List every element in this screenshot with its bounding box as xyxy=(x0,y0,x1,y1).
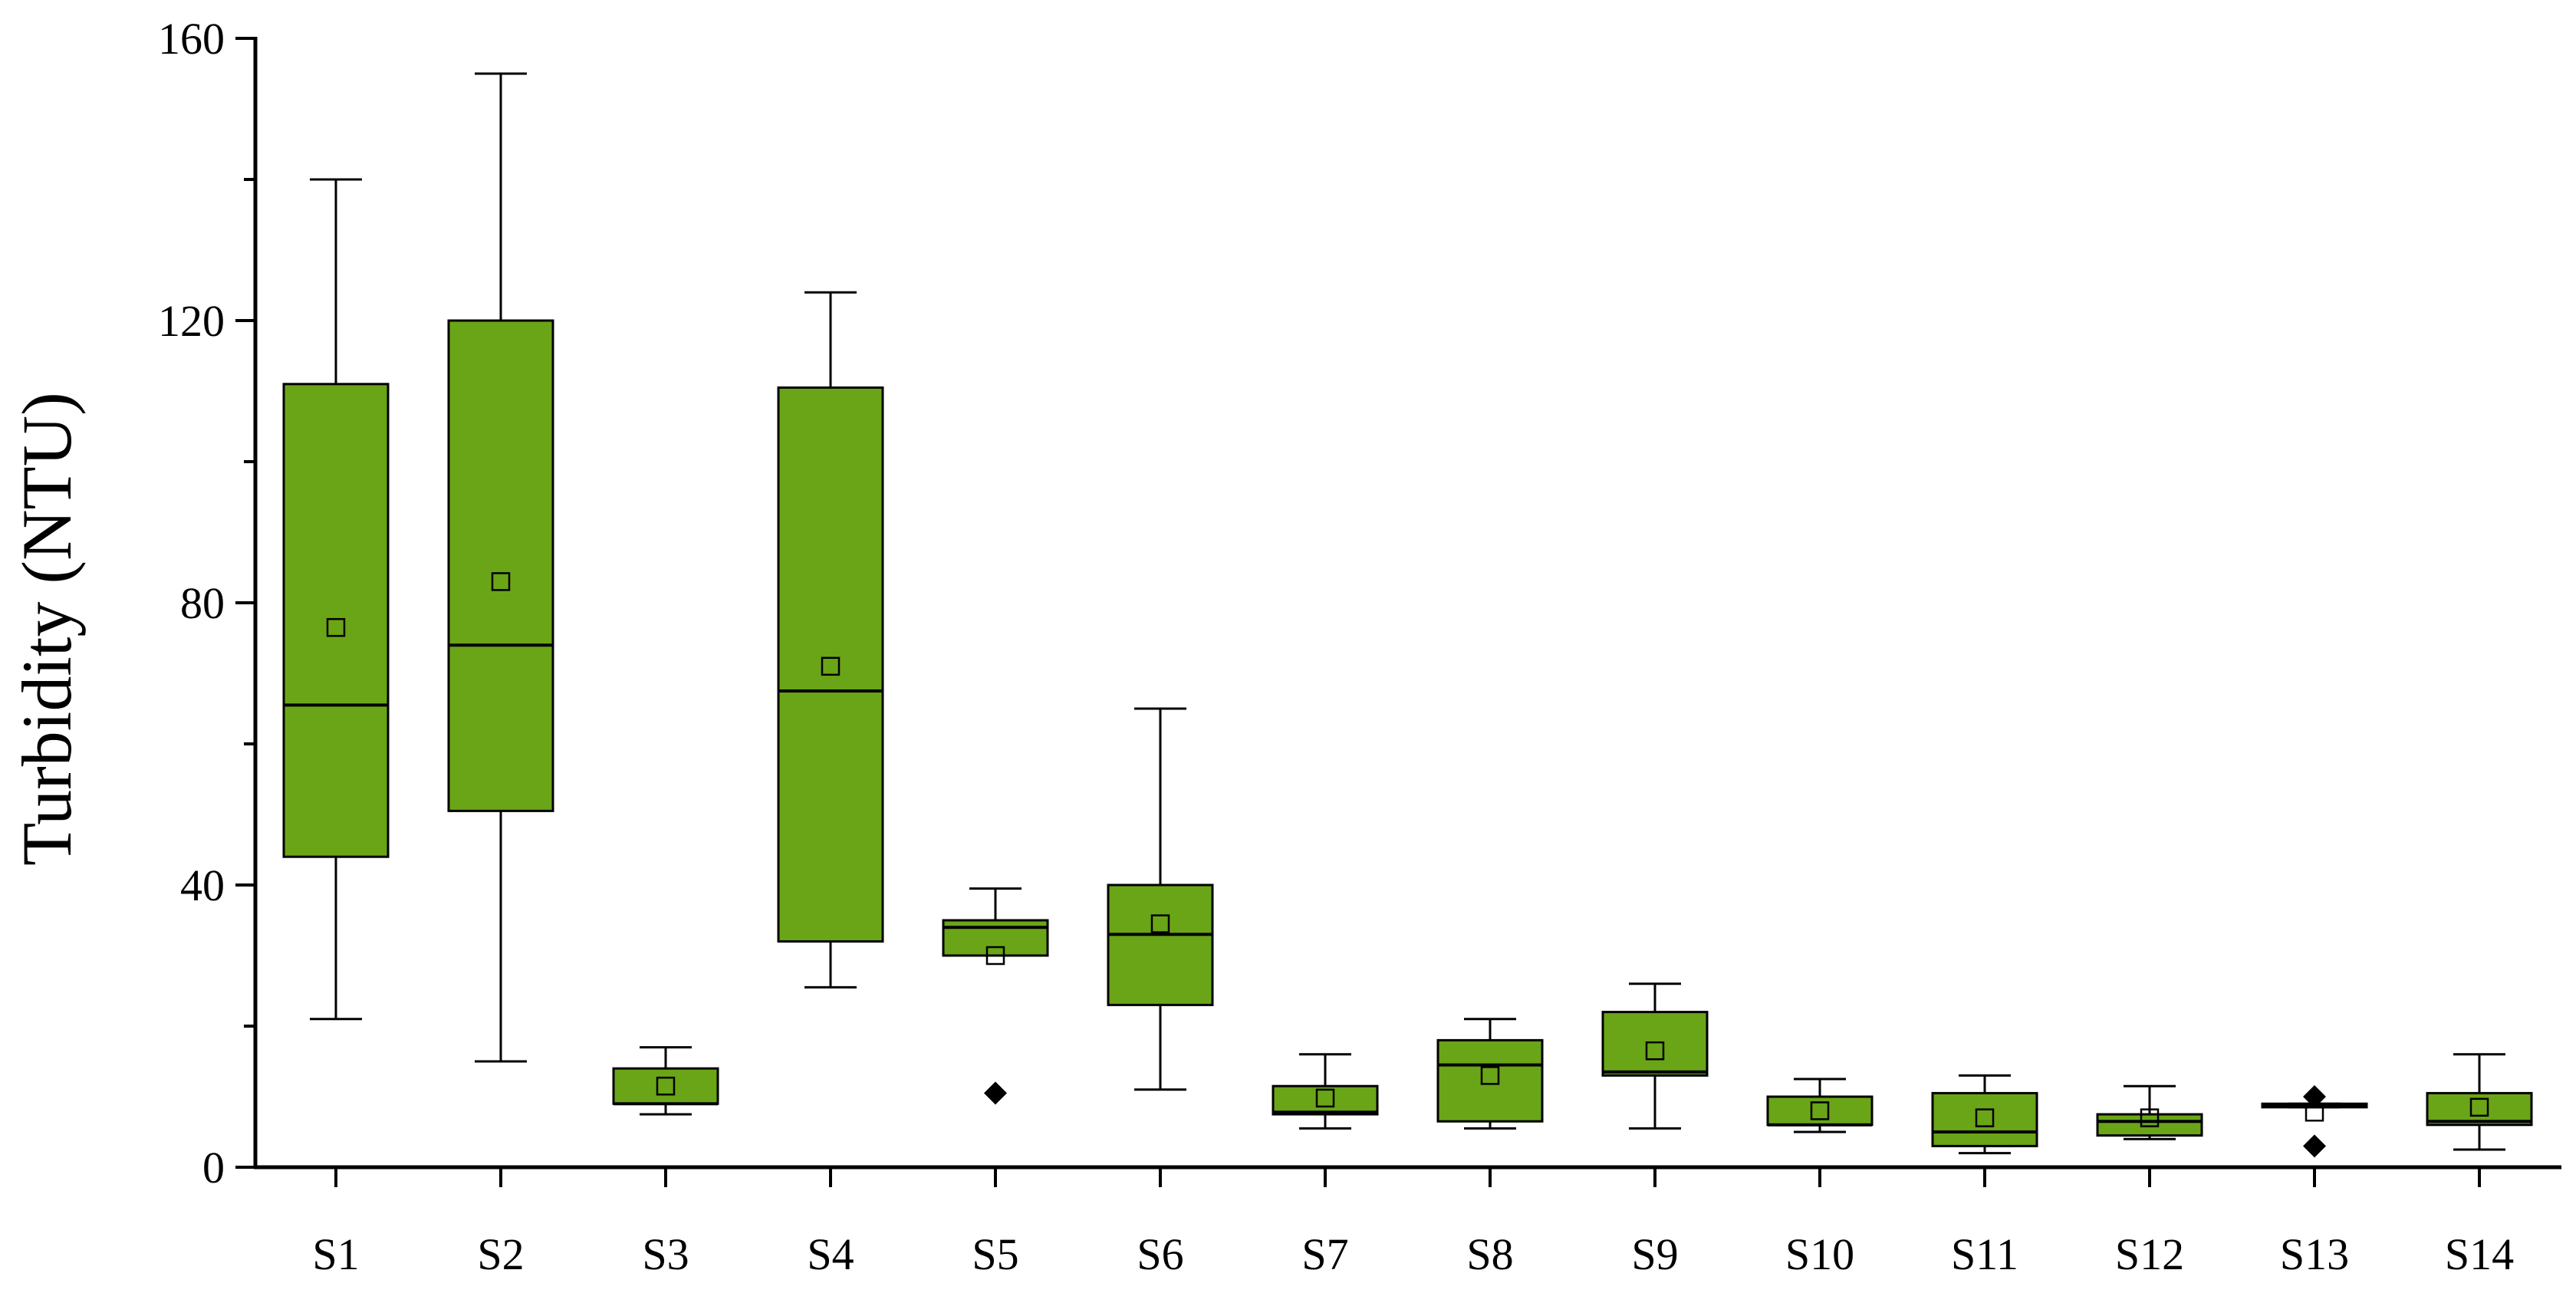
iqr-box xyxy=(1601,1011,1709,1077)
x-tick-label: S7 xyxy=(1301,1229,1348,1279)
mean-marker xyxy=(1315,1088,1335,1108)
x-tick-label: S2 xyxy=(477,1229,524,1279)
box-S9 xyxy=(1601,982,1709,1130)
x-tick-label: S5 xyxy=(972,1229,1018,1279)
mean-marker xyxy=(656,1076,676,1096)
x-tick-label: S9 xyxy=(1631,1229,1678,1279)
y-axis-title: Turbidity (NTU) xyxy=(8,392,86,866)
box-S6 xyxy=(1107,707,1214,1091)
iqr-box xyxy=(1107,883,1214,1006)
x-tick-label: S4 xyxy=(807,1229,854,1279)
box-S5 xyxy=(942,887,1049,1105)
y-tick-label: 40 xyxy=(180,860,225,910)
x-tick-label: S1 xyxy=(312,1229,359,1279)
x-tick-label: S3 xyxy=(642,1229,689,1279)
iqr-box xyxy=(777,386,884,943)
iqr-box xyxy=(2096,1113,2203,1137)
box-S13 xyxy=(2261,1085,2368,1158)
box-S14 xyxy=(2426,1053,2533,1151)
iqr-box xyxy=(282,383,390,858)
outlier-point xyxy=(2303,1134,2326,1158)
mean-marker xyxy=(2469,1097,2489,1117)
x-tick-label: S8 xyxy=(1466,1229,1513,1279)
x-tick-label: S12 xyxy=(2115,1229,2184,1279)
box-S1 xyxy=(282,178,390,1021)
box-S4 xyxy=(777,291,884,989)
box-S2 xyxy=(447,72,554,1063)
x-tick-label: S11 xyxy=(1951,1229,2018,1279)
box-S3 xyxy=(612,1046,719,1116)
iqr-box xyxy=(612,1067,719,1105)
iqr-box xyxy=(1766,1095,1874,1127)
box-S10 xyxy=(1766,1078,1874,1133)
mean-marker xyxy=(1645,1041,1665,1061)
mean-marker xyxy=(821,656,841,676)
box-S7 xyxy=(1272,1053,1379,1130)
iqr-box xyxy=(1931,1091,2038,1147)
y-tick-label: 160 xyxy=(158,14,225,64)
box-S8 xyxy=(1436,1018,1544,1130)
iqr-box xyxy=(447,319,554,812)
mean-marker xyxy=(1480,1066,1500,1085)
x-tick-label: S13 xyxy=(2280,1229,2349,1279)
mean-marker xyxy=(985,946,1005,966)
box-S12 xyxy=(2096,1084,2203,1140)
mean-marker xyxy=(2140,1108,2160,1127)
y-tick-label: 120 xyxy=(158,296,225,346)
mean-marker xyxy=(326,617,346,637)
mean-marker xyxy=(1810,1101,1830,1120)
y-tick-label: 80 xyxy=(180,578,225,628)
mean-marker xyxy=(1150,914,1170,933)
x-tick-label: S14 xyxy=(2445,1229,2514,1279)
box-S11 xyxy=(1931,1074,2038,1155)
iqr-box xyxy=(1436,1038,1544,1123)
outlier-point xyxy=(2303,1085,2326,1108)
iqr-box xyxy=(1272,1084,1379,1116)
iqr-box xyxy=(942,919,1049,957)
mean-marker xyxy=(1975,1108,1995,1127)
x-tick-label: S10 xyxy=(1785,1229,1854,1279)
outlier-point xyxy=(984,1081,1007,1105)
x-tick-label: S6 xyxy=(1137,1229,1183,1279)
mean-marker xyxy=(491,572,511,591)
y-tick-label: 0 xyxy=(202,1143,225,1193)
